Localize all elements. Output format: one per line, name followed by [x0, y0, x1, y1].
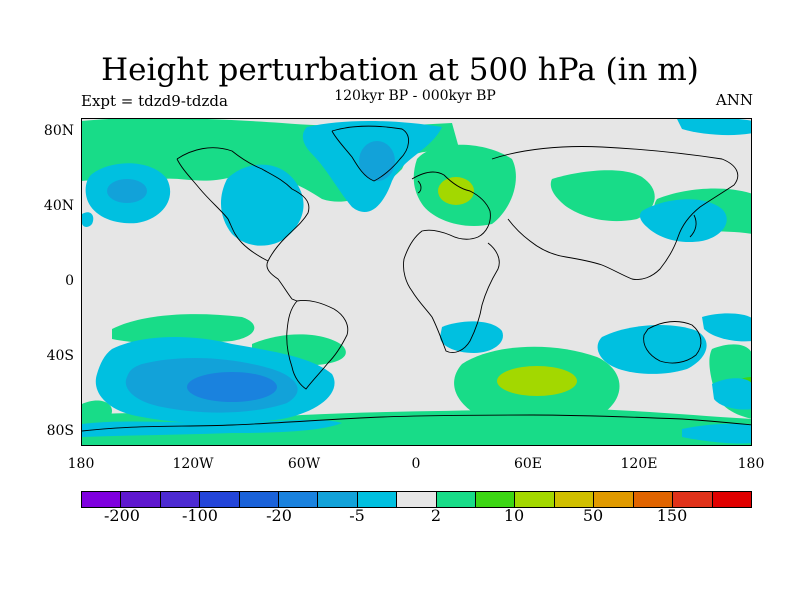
west-pacific-cyan	[702, 313, 751, 342]
australia-coast	[643, 321, 702, 364]
colorbar-label-minus-20: -20	[266, 506, 292, 525]
map-svg	[82, 119, 751, 445]
colorbar-box-0	[82, 492, 122, 507]
north-america-coast	[176, 147, 310, 302]
colorbar-box-13	[594, 492, 634, 507]
season-label: ANN	[715, 91, 753, 109]
siberia-cyan	[639, 199, 727, 243]
x-tick-120w: 120W	[172, 456, 214, 472]
colorbar-box-11	[515, 492, 555, 507]
south-pacific-deep-blue	[187, 372, 277, 402]
sw-pacific-cyan	[712, 378, 751, 410]
antarctica-coast	[82, 414, 751, 432]
south-pacific-green	[112, 314, 255, 344]
negative-anomaly-areas	[82, 119, 751, 444]
east-asia-green	[550, 170, 655, 222]
colorbar-box-2	[160, 492, 201, 507]
uk-coast	[417, 180, 422, 194]
colorbar-box-6	[318, 492, 358, 507]
greenland-blue	[359, 141, 395, 181]
x-tick-60w: 60W	[287, 456, 321, 472]
coastlines	[82, 125, 751, 432]
x-tick-60e: 60E	[513, 456, 543, 472]
south-america-coast	[286, 300, 349, 390]
x-tick-180e: 180	[737, 456, 765, 472]
y-tick-40n: 40N	[43, 198, 74, 214]
north-america-cyan	[220, 164, 304, 246]
page-title: Height perturbation at 500 hPa (in m)	[101, 52, 699, 88]
colorbar-box-9	[436, 492, 477, 507]
colorbar-label-2: 2	[430, 506, 442, 525]
y-tick-80s: 80S	[46, 423, 74, 439]
south-indian-core	[497, 366, 577, 396]
map-plot	[81, 118, 752, 446]
pacific-west-green	[82, 400, 112, 423]
colorbar-box-12	[554, 492, 595, 507]
greenland-coast	[331, 125, 409, 182]
west-atlantic-cyan	[82, 212, 94, 227]
colorbar-box-3	[200, 492, 240, 507]
asia-coast	[491, 146, 739, 280]
north-pacific-blue	[107, 179, 147, 203]
japan-coast	[689, 214, 697, 238]
experiment-label: Expt = tdzd9-tdzda	[81, 92, 228, 110]
colorbar-box-7	[357, 492, 398, 507]
subtitle: 120kyr BP - 000kyr BP	[334, 88, 496, 104]
east-atlantic-cyan	[677, 119, 751, 136]
x-tick-0: 0	[411, 456, 421, 472]
colorbar-box-15	[673, 492, 713, 507]
colorbar-label-minus-5: -5	[349, 506, 365, 525]
europe-core	[438, 177, 474, 205]
arctic-canada-green	[162, 135, 235, 176]
x-tick-180w: 180	[67, 456, 95, 472]
colorbar-label-150: 150	[656, 506, 688, 525]
colorbar-box-5	[279, 492, 319, 507]
colorbar-label-50: 50	[582, 506, 604, 525]
colorbar-box-16	[712, 492, 751, 507]
colorbar-box-8	[397, 492, 437, 507]
y-tick-0: 0	[65, 273, 74, 289]
europe-africa-coast	[403, 171, 500, 353]
colorbar-box-1	[121, 492, 161, 507]
colorbar-box-10	[476, 492, 516, 507]
y-tick-40s: 40S	[46, 348, 74, 364]
colorbar-label-minus-200: -200	[104, 506, 140, 525]
colorbar-box-14	[633, 492, 674, 507]
colorbar-label-minus-100: -100	[182, 506, 218, 525]
x-tick-120e: 120E	[620, 456, 658, 472]
antarctic-coast-cyan	[82, 419, 342, 437]
colorbar-box-4	[239, 492, 280, 507]
colorbar-label-10: 10	[503, 506, 525, 525]
antarctic-east-cyan	[682, 423, 751, 444]
australia-south-cyan	[597, 325, 707, 374]
y-tick-80n: 80N	[43, 123, 74, 139]
colorbar	[81, 491, 752, 508]
